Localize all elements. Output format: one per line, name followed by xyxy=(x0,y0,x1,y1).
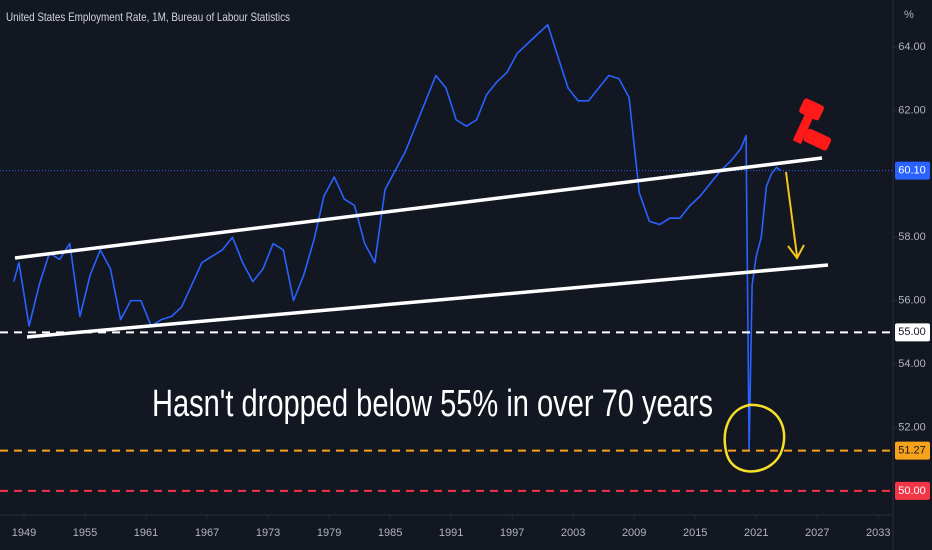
x-tick-label: 1961 xyxy=(134,527,158,539)
x-tick-label: 1949 xyxy=(12,527,36,539)
hammer-handle xyxy=(792,113,814,145)
hammer-block xyxy=(803,128,832,151)
price-label-box xyxy=(895,161,930,180)
x-tick-label: 1979 xyxy=(317,527,341,539)
x-tick-label: 2033 xyxy=(866,527,890,539)
price-label-box xyxy=(895,481,930,500)
x-tick-label: 1955 xyxy=(73,527,97,539)
price-label-box xyxy=(895,323,930,342)
x-tick-label: 1991 xyxy=(439,527,463,539)
x-tick-label: 1967 xyxy=(195,527,219,539)
upper-trendline xyxy=(14,156,823,260)
arrow-head xyxy=(787,244,805,260)
x-tick-label: 2003 xyxy=(561,527,585,539)
y-tick-label: 56.00 xyxy=(898,295,926,307)
arrow-shaft xyxy=(785,171,798,257)
lower-trendline xyxy=(26,263,829,339)
y-tick-label: 62.00 xyxy=(898,104,926,116)
price-label: 51.27 xyxy=(898,445,926,457)
y-tick-label: 54.00 xyxy=(898,358,926,370)
highlight-circle xyxy=(723,403,786,473)
chart-title: United States Employment Rate, 1M, Burea… xyxy=(6,10,290,24)
x-tick-label: 1997 xyxy=(500,527,524,539)
arrow xyxy=(785,171,805,260)
x-tick-label: 2027 xyxy=(805,527,829,539)
y-unit: % xyxy=(904,9,914,21)
x-tick-label: 1973 xyxy=(256,527,280,539)
y-tick-label: 64.00 xyxy=(898,41,926,53)
price-label: 50.00 xyxy=(898,485,926,497)
annotation: Hasn't dropped below 55% in over 70 year… xyxy=(152,383,713,425)
x-tick-label: 2009 xyxy=(622,527,646,539)
series-line xyxy=(13,23,782,451)
y-tick-label: 52.00 xyxy=(898,421,926,433)
plot: 1949 1955 1961 1967 1973 1979 1985 1991 1997 2003… xyxy=(0,23,926,539)
x-tick-label: 1985 xyxy=(378,527,402,539)
price-label-box xyxy=(895,441,930,460)
price-label: 60.10 xyxy=(898,165,926,177)
x-tick-label: 2021 xyxy=(744,527,768,539)
y-tick-label: 58.00 xyxy=(898,231,926,243)
price-label: 55.00 xyxy=(898,326,926,338)
hammer-icon xyxy=(792,98,832,151)
x-tick-label: 2015 xyxy=(683,527,707,539)
